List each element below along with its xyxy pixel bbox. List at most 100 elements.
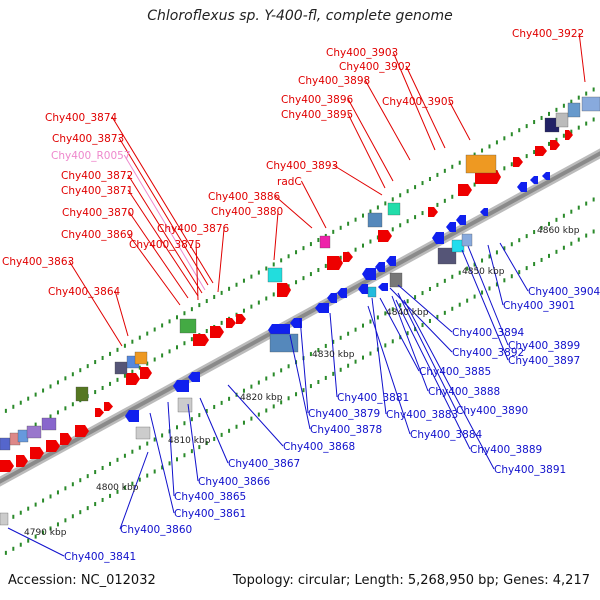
track-dot — [94, 360, 97, 365]
track-dot — [458, 270, 461, 275]
label-leader-line — [123, 154, 206, 291]
gene-label: Chy400_3881 — [337, 392, 409, 404]
track-dot — [347, 331, 350, 336]
kbp-tick-label: 4800 kbp — [96, 483, 139, 493]
track-dot — [399, 223, 402, 228]
track-dot — [384, 201, 387, 206]
track-dot — [123, 343, 126, 348]
track-dot — [79, 478, 82, 483]
track-dot — [503, 136, 506, 141]
label-leader-line — [274, 195, 313, 229]
gene-feature — [46, 440, 60, 452]
label-leader-line — [187, 403, 199, 482]
track-dot — [362, 355, 364, 360]
track-dot — [384, 343, 387, 348]
kbp-tick-label: 4810 kbp — [168, 436, 211, 446]
genome-backbone-inner — [0, 151, 600, 484]
track-dot — [391, 227, 394, 232]
track-dot — [86, 474, 89, 479]
kbp-tick-label: 4820 kbp — [240, 393, 283, 403]
label-leader-line — [347, 113, 386, 189]
track-dot — [473, 262, 476, 267]
track-dot — [525, 234, 528, 239]
gene-label: Chy400_3899 — [508, 340, 580, 352]
track-dot — [481, 258, 484, 263]
label-leader-line — [217, 227, 225, 293]
track-dot — [49, 494, 52, 499]
track-dot — [272, 404, 275, 409]
track-dot — [116, 489, 119, 494]
track-dot — [362, 243, 364, 248]
gene-feature — [179, 318, 197, 334]
track-dot — [302, 246, 305, 251]
track-dot — [56, 380, 59, 385]
track-dot — [339, 255, 342, 260]
track-dot — [451, 274, 454, 279]
track-dot — [295, 392, 298, 397]
label-leader-line — [199, 397, 229, 464]
track-dot — [488, 144, 491, 149]
gene-feature — [456, 215, 466, 225]
kbp-ticks: 4790 kbp 4800 kbp 4810 kbp 4820 kbp 4830 kbp… — [24, 226, 580, 538]
label-leader-line — [167, 401, 175, 497]
track-dot — [19, 510, 22, 515]
gene-feature — [565, 130, 573, 140]
gene-label: Chy400_3885 — [419, 366, 491, 378]
track-dot — [324, 375, 327, 380]
gene-feature — [428, 207, 438, 217]
label-leader-lines — [7, 32, 586, 557]
track-dot — [265, 266, 268, 271]
track-dot — [109, 351, 112, 356]
gene-feature — [446, 222, 456, 232]
track-dot — [131, 481, 134, 486]
gene-feature — [277, 283, 291, 297]
track-dot — [555, 249, 558, 254]
track-dot — [362, 323, 364, 328]
track-dot — [421, 291, 424, 296]
track-dot — [176, 425, 178, 430]
track-dot — [257, 270, 260, 275]
track-dot — [27, 396, 30, 401]
track-dot — [235, 424, 238, 429]
track-dot — [592, 87, 595, 92]
track-dot — [42, 530, 45, 535]
gene-feature — [535, 146, 547, 156]
track-dot — [354, 247, 357, 252]
track-dot — [585, 233, 588, 238]
gene-feature — [104, 402, 113, 411]
gene-feature — [458, 184, 472, 196]
accession-text: Accession: NC_012032 — [8, 573, 156, 588]
gene-feature — [0, 437, 11, 451]
track-dot — [309, 242, 312, 247]
track-dot — [369, 209, 372, 214]
track-dot — [12, 514, 15, 519]
track-dot — [495, 282, 498, 287]
track-dot — [250, 384, 253, 389]
gene-label: Chy400_3865 — [174, 491, 246, 503]
label-leader-line — [118, 137, 209, 286]
track-dot — [116, 457, 119, 462]
track-dot — [64, 518, 67, 523]
track-dot — [49, 526, 52, 531]
gene-feature — [319, 235, 331, 249]
gene-feature — [555, 112, 569, 128]
track-dot — [183, 341, 186, 346]
track-dot — [339, 367, 342, 372]
track-dot — [153, 357, 156, 362]
gene-feature — [134, 351, 148, 365]
track-dot — [436, 172, 439, 177]
track-dot — [190, 449, 193, 454]
kbp-tick-label: 4840 kbp — [386, 308, 429, 318]
track-dot — [190, 417, 193, 422]
track-dot — [592, 117, 595, 122]
track-dot — [562, 133, 565, 138]
track-dot — [518, 270, 521, 275]
gene-feature — [60, 433, 72, 445]
gene-label: Chy400_3884 — [410, 429, 483, 441]
gene-feature — [542, 172, 550, 180]
track-dot — [71, 402, 74, 407]
label-leader-line — [128, 211, 189, 299]
track-dot — [272, 372, 275, 377]
label-leader-line — [403, 299, 495, 470]
track-dot — [109, 381, 112, 386]
